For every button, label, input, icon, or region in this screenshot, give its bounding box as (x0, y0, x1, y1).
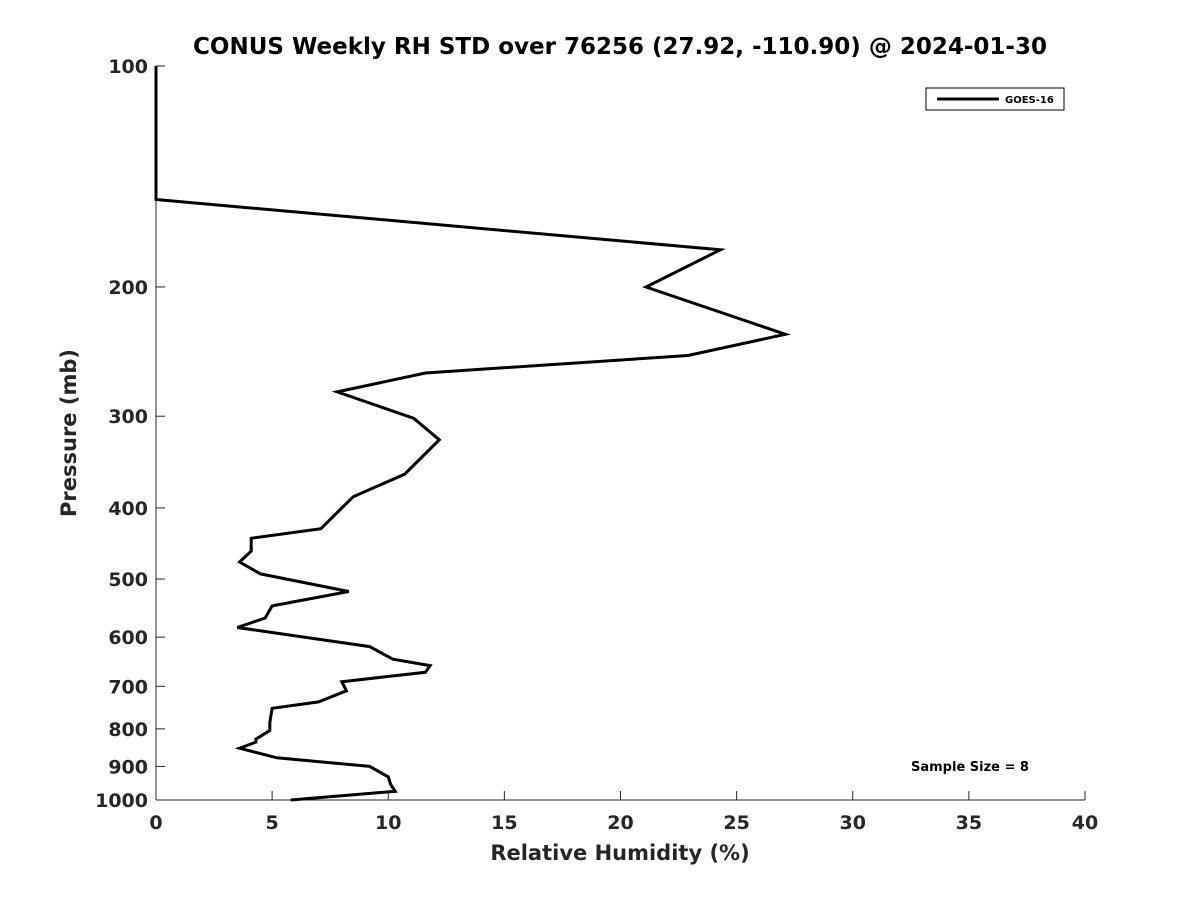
y-tick-label: 300 (108, 406, 148, 428)
x-tick-label: 5 (266, 812, 279, 834)
y-tick-label: 100 (108, 56, 148, 78)
chart-title: CONUS Weekly RH STD over 76256 (27.92, -… (193, 34, 1047, 60)
y-tick-label: 1000 (95, 790, 148, 812)
x-tick-label: 40 (1072, 812, 1098, 834)
y-tick-label: 900 (108, 756, 148, 778)
series-line-goes-16 (154, 66, 792, 802)
y-tick-label: 500 (108, 569, 148, 591)
sample-size-annotation: Sample Size = 8 (911, 760, 1029, 775)
legend-label-goes-16: GOES-16 (1005, 95, 1054, 106)
legend: GOES-16 (925, 87, 1065, 111)
x-tick-label: 20 (607, 812, 633, 834)
y-tick-label: 800 (108, 719, 148, 741)
x-tick-label: 35 (956, 812, 982, 834)
x-axis-title: Relative Humidity (%) (490, 841, 749, 865)
y-tick-label: 600 (108, 627, 148, 649)
x-tick-label: 30 (840, 812, 866, 834)
y-tick-label: 200 (108, 277, 148, 299)
x-tick-label: 15 (491, 812, 517, 834)
x-tick-label: 10 (375, 812, 401, 834)
y-axis-title: Pressure (mb) (57, 349, 81, 517)
plot-area: 0 5 10 15 20 25 30 35 40 100 200 300 400 500 600 700 800… (95, 56, 1098, 834)
y-tick-label: 400 (108, 498, 148, 520)
x-tick-label: 25 (723, 812, 749, 834)
x-tick-label: 0 (149, 812, 162, 834)
y-tick-label: 700 (108, 676, 148, 698)
